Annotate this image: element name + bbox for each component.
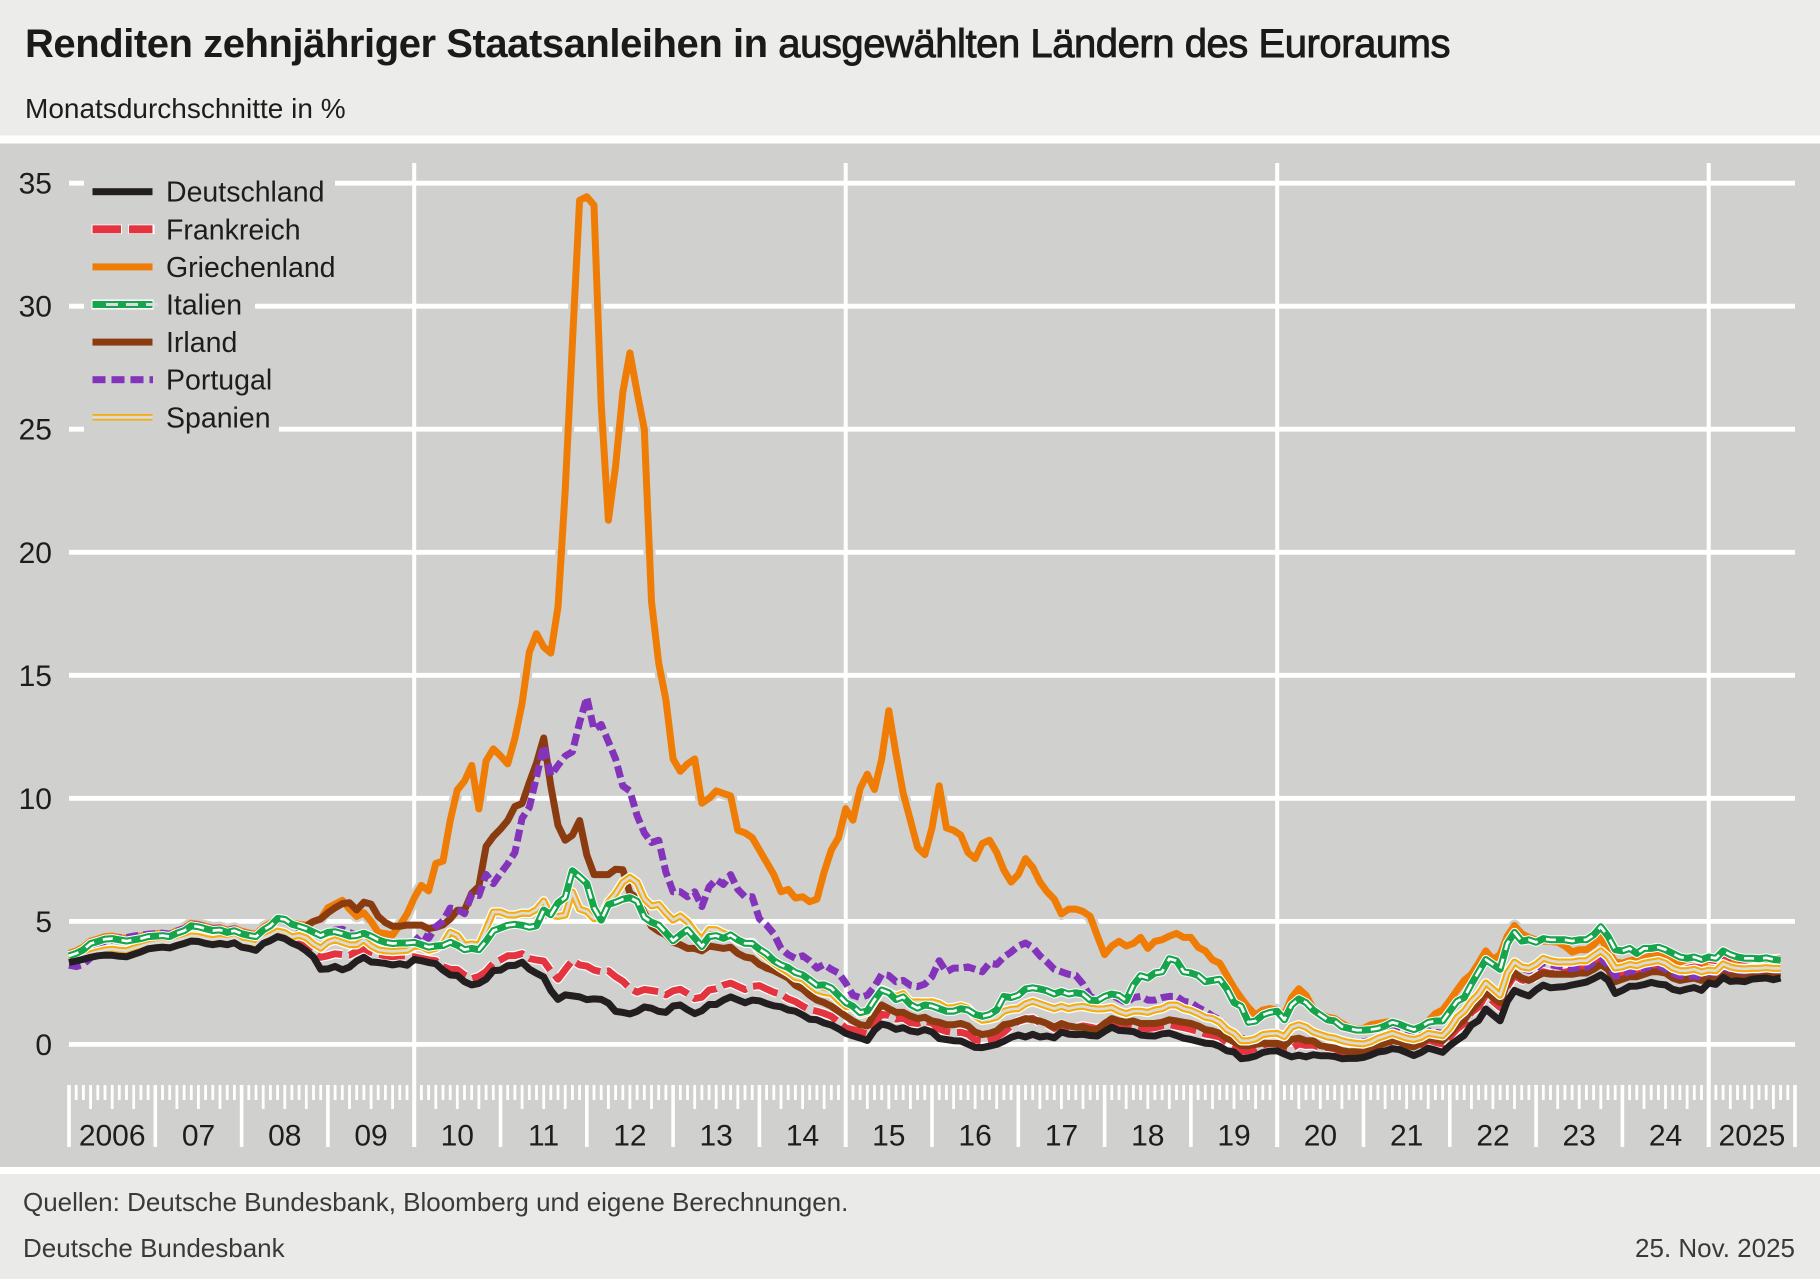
svg-text:10: 10 bbox=[441, 1120, 474, 1153]
svg-text:Frankreich: Frankreich bbox=[166, 214, 301, 246]
svg-text:Renditen zehnjähriger Staatsan: Renditen zehnjähriger Staatsanleihen in … bbox=[25, 22, 1450, 66]
svg-text:17: 17 bbox=[1045, 1120, 1078, 1153]
svg-text:14: 14 bbox=[786, 1120, 819, 1153]
svg-text:12: 12 bbox=[613, 1120, 646, 1153]
svg-text:24: 24 bbox=[1649, 1120, 1682, 1153]
svg-text:5: 5 bbox=[35, 906, 52, 939]
svg-text:08: 08 bbox=[268, 1120, 301, 1153]
svg-text:Italien: Italien bbox=[166, 290, 242, 322]
svg-text:15: 15 bbox=[872, 1120, 905, 1153]
svg-text:Monatsdurchschnitte in %: Monatsdurchschnitte in % bbox=[25, 93, 346, 124]
svg-text:0: 0 bbox=[35, 1029, 52, 1062]
svg-text:22: 22 bbox=[1476, 1120, 1509, 1153]
svg-text:11: 11 bbox=[528, 1120, 559, 1153]
svg-text:16: 16 bbox=[958, 1120, 991, 1153]
svg-text:09: 09 bbox=[354, 1120, 387, 1153]
svg-text:19: 19 bbox=[1217, 1120, 1250, 1153]
svg-text:25: 25 bbox=[19, 414, 52, 447]
svg-text:10: 10 bbox=[19, 783, 52, 816]
svg-text:Deutschland: Deutschland bbox=[166, 177, 324, 209]
svg-text:20: 20 bbox=[1304, 1120, 1337, 1153]
svg-text:21: 21 bbox=[1390, 1120, 1423, 1153]
svg-text:30: 30 bbox=[19, 291, 52, 324]
svg-text:Portugal: Portugal bbox=[166, 365, 272, 397]
svg-text:Irland: Irland bbox=[166, 327, 237, 359]
svg-text:2025: 2025 bbox=[1719, 1120, 1786, 1153]
svg-text:23: 23 bbox=[1563, 1120, 1596, 1153]
svg-text:13: 13 bbox=[700, 1120, 733, 1153]
svg-text:35: 35 bbox=[19, 168, 52, 201]
svg-text:20: 20 bbox=[19, 537, 52, 570]
svg-text:Quellen: Deutsche Bundesbank,: Quellen: Deutsche Bundesbank, Bloomberg … bbox=[23, 1187, 848, 1217]
svg-text:07: 07 bbox=[182, 1120, 215, 1153]
svg-text:Deutsche Bundesbank: Deutsche Bundesbank bbox=[23, 1233, 286, 1263]
svg-text:Spanien: Spanien bbox=[166, 402, 271, 434]
svg-text:18: 18 bbox=[1131, 1120, 1164, 1153]
svg-text:2006: 2006 bbox=[79, 1120, 146, 1153]
svg-text:Griechenland: Griechenland bbox=[166, 252, 336, 284]
svg-text:15: 15 bbox=[19, 660, 52, 693]
svg-text:25. Nov. 2025: 25. Nov. 2025 bbox=[1635, 1233, 1795, 1263]
